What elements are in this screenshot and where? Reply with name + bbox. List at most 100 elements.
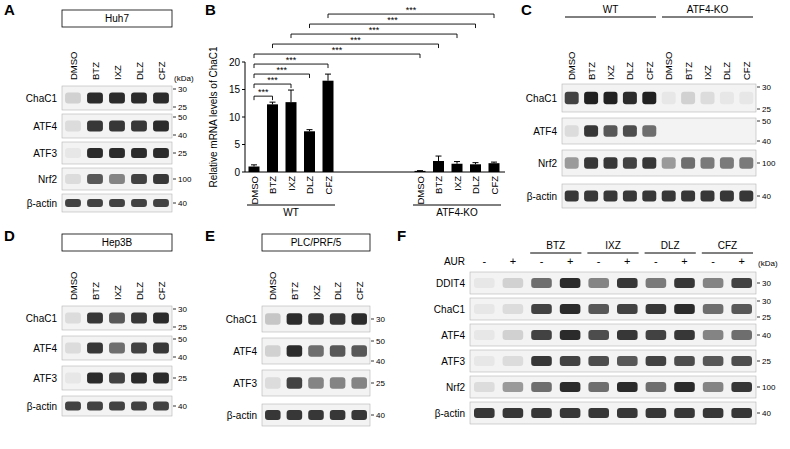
band [731, 408, 752, 418]
mw-label: 30 [178, 305, 187, 314]
band [330, 345, 346, 357]
band [674, 278, 695, 288]
error-stem [291, 90, 292, 102]
band [588, 278, 609, 288]
blot-strip [62, 86, 172, 110]
blot-strip [470, 350, 756, 372]
category-label: DMSO [415, 176, 426, 205]
mw-tick [173, 339, 176, 340]
band [588, 304, 609, 314]
lane-label: DMSO [663, 52, 674, 81]
band [588, 408, 609, 418]
error-cap [454, 161, 460, 162]
error-bar [307, 130, 313, 132]
band [330, 377, 346, 389]
blot-panel: EPLC/PRF/5DMSOBTZIXZDLZCFZChaC130ATF4504… [205, 227, 385, 426]
band [131, 343, 147, 354]
band [662, 125, 676, 137]
band [308, 345, 324, 357]
mw-tick [173, 89, 176, 90]
band [681, 125, 695, 137]
band [287, 345, 303, 357]
treatment-sign: + [510, 255, 516, 267]
blot-strip [470, 376, 756, 398]
band [531, 278, 552, 288]
error-bar [436, 156, 442, 161]
band [560, 408, 581, 418]
blot-strip [470, 298, 756, 320]
group-label: DLZ [661, 240, 680, 251]
group-label: ATF4-KO [687, 4, 729, 15]
band [531, 356, 552, 366]
band [65, 343, 81, 354]
protein-label: ATF4 [233, 346, 257, 357]
band [681, 191, 695, 202]
panel-letter: B [205, 1, 216, 18]
mw-label: 50 [178, 113, 187, 122]
mw-tick [173, 117, 176, 118]
band [153, 373, 169, 384]
group-line [645, 253, 696, 254]
category-label: BTZ [433, 176, 444, 194]
mw-tick [173, 406, 176, 407]
lane-label: BTZ [683, 62, 694, 80]
y-tick-label: 15 [229, 84, 241, 95]
group-label: ATF4-KO [436, 207, 478, 218]
bar-chart: B05101520Relative mRNA levels of ChaC1DM… [205, 1, 505, 218]
y-tick [242, 62, 245, 63]
band [584, 125, 598, 137]
lane-label: BTZ [289, 282, 300, 300]
band [153, 343, 169, 354]
band [87, 402, 103, 411]
band [720, 125, 734, 137]
band [265, 410, 281, 420]
band [662, 157, 676, 169]
band [731, 278, 752, 288]
group-label: WT [603, 4, 619, 15]
blot-strip [562, 150, 756, 176]
band [109, 402, 125, 411]
group-label: CFZ [718, 240, 737, 251]
error-bar [417, 170, 423, 171]
group-label: IXZ [605, 240, 621, 251]
band [65, 148, 81, 158]
error-bar [454, 162, 460, 164]
protein-label: β-actin [227, 410, 257, 421]
cell-line-box [262, 234, 370, 251]
y-tick [242, 144, 245, 145]
bar [323, 81, 334, 172]
mw-tick [371, 415, 374, 416]
band [351, 345, 367, 357]
band [531, 408, 552, 418]
mw-label: 100 [762, 159, 776, 168]
y-tick [242, 89, 245, 90]
band [87, 121, 103, 132]
band [287, 313, 303, 325]
band [731, 330, 752, 340]
category-label: IXZ [286, 176, 297, 191]
y-axis-title: Relative mRNA levels of ChaC1 [208, 46, 219, 188]
band [153, 174, 169, 184]
y-tick [242, 172, 245, 173]
mw-label: 40 [178, 402, 187, 411]
band [623, 191, 637, 202]
protein-label: β-actin [435, 408, 465, 419]
band [153, 148, 169, 158]
lane-label: DLZ [134, 282, 145, 300]
error-bar [325, 74, 331, 81]
protein-label: ChaC1 [26, 93, 58, 104]
treatment-label: AUR [444, 256, 465, 267]
band [109, 343, 125, 354]
significance-label: *** [369, 25, 380, 35]
mw-tick [757, 121, 760, 122]
band [739, 92, 753, 105]
mw-label: 25 [178, 103, 187, 112]
panel-letter: A [4, 1, 15, 18]
band [531, 382, 552, 392]
band [87, 313, 103, 324]
band [617, 278, 638, 288]
band [65, 174, 81, 184]
mw-tick [173, 309, 176, 310]
mw-label: 40 [376, 357, 385, 366]
band [720, 157, 734, 169]
